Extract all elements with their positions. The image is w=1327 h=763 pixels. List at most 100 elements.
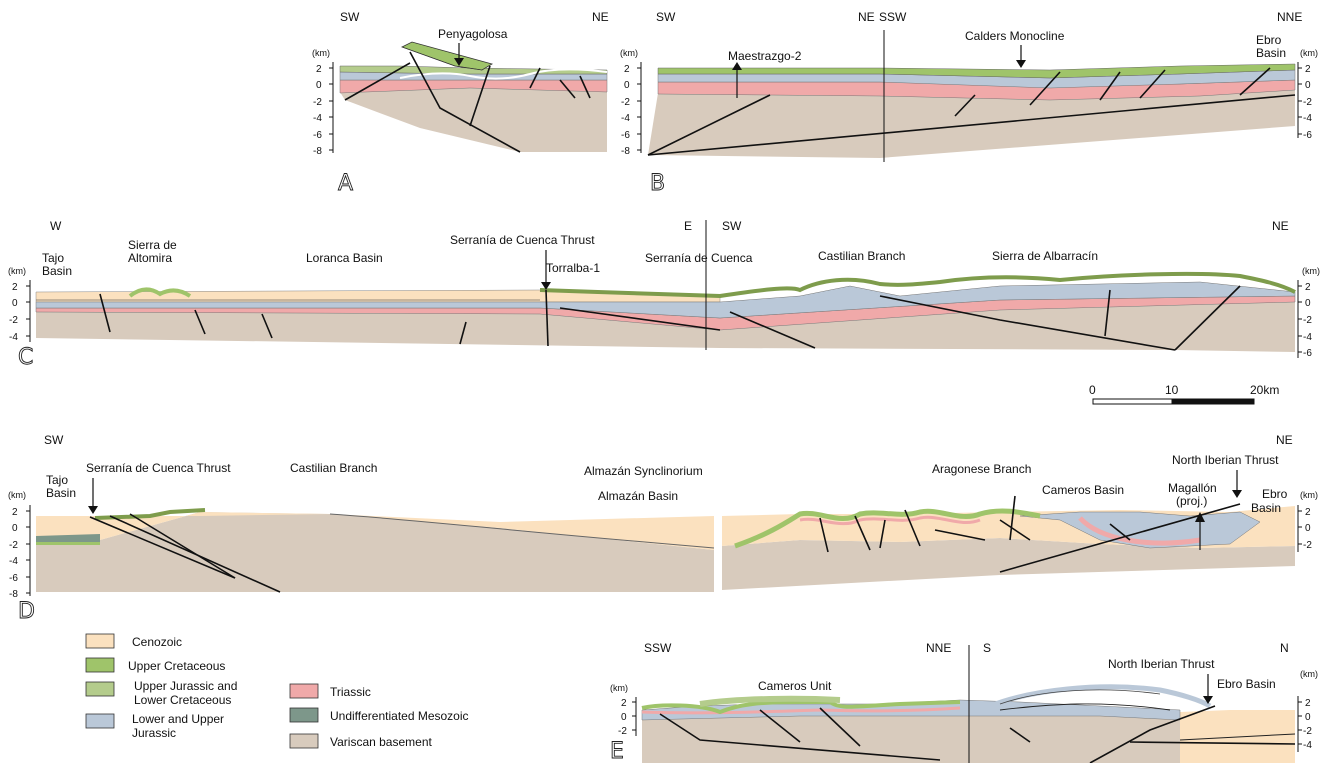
ebro-b-label-1: Ebro (1256, 33, 1282, 47)
cameros-unit-label: Cameros Unit (758, 679, 832, 693)
section-a-panel-label: A (338, 171, 353, 196)
tick-label: -6 (1303, 130, 1312, 141)
section-e-panel-label: E (610, 739, 624, 763)
section-e-right-direction: N (1280, 641, 1289, 655)
section-a-left-direction: SW (340, 10, 360, 24)
scale-0: 0 (1089, 383, 1096, 397)
magallon-label-1: Magallón (1168, 481, 1217, 495)
section-c-km-unit-right: (km) (1302, 266, 1320, 276)
castilian-c-label: Castilian Branch (818, 249, 905, 263)
tick-label: -2 (9, 315, 18, 326)
tick-label: -8 (313, 146, 322, 157)
section-e-cretaceous (641, 700, 961, 715)
cuenca-thrust-d-arrowhead (88, 506, 98, 514)
cuenca-thrust-c-arrowhead (541, 282, 551, 290)
section-c-depth-axis-right: 2 0 -2 -4 -6 (1297, 280, 1312, 359)
section-c-jurassic (35, 281, 1296, 319)
section-c-mid-right-direction: SW (722, 219, 742, 233)
section-c: W E SW NE (km) (km) 2 0 -2 -4 2 0 -2 -4 (8, 219, 1320, 370)
cuenca-thrust-c-label: Serranía de Cuenca Thrust (450, 233, 595, 247)
section-d-left-faults (89, 513, 281, 593)
tick-label: 2 (621, 698, 627, 709)
tick-label: 2 (1305, 64, 1311, 75)
section-d-left-basement (36, 512, 714, 592)
legend-swatch-triassic (289, 683, 319, 699)
section-d-left-green-band (36, 542, 100, 545)
tick-label: 2 (1305, 282, 1311, 293)
tick-label: -4 (9, 556, 18, 567)
north-iberian-e-arrowhead (1203, 696, 1213, 704)
tick-label: 2 (1305, 507, 1311, 518)
tick-label: -2 (1303, 97, 1312, 108)
section-c-basement (36, 302, 1295, 352)
section-b-depth-axis-left: 2 0 -2 -4 -6 -8 (621, 62, 642, 157)
section-a-penyagolosa-block (400, 41, 494, 71)
section-d: SW NE (km) (km) 2 0 -2 -4 -6 -8 2 0 -2 (8, 433, 1318, 624)
tick-label: 0 (624, 80, 630, 91)
cuenca-thrust-d-label: Serranía de Cuenca Thrust (86, 461, 231, 475)
legend-ujlc-line1: Upper Jurassic and (134, 679, 237, 693)
section-c-faults (99, 285, 1241, 351)
north-iberian-d-label: North Iberian Thrust (1172, 453, 1279, 467)
legend-triassic: Triassic (330, 685, 371, 699)
legend-swatch-cenozoic (85, 633, 115, 649)
legend: Cenozoic Upper Cretaceous Upper Jurassic… (85, 633, 469, 749)
cameros-basin-label: Cameros Basin (1042, 483, 1124, 497)
maestrazgo-label: Maestrazgo-2 (728, 49, 802, 63)
tick-label: -4 (9, 332, 18, 343)
tick-label: 0 (1305, 712, 1311, 723)
section-e-basement (642, 716, 1180, 763)
section-c-km-unit-left: (km) (8, 266, 26, 276)
tick-label: -2 (1303, 315, 1312, 326)
legend-luj-line1: Lower and Upper (132, 712, 224, 726)
legend-swatch-lower-upper-jurassic (85, 713, 115, 729)
section-d-panel-label: D (18, 599, 35, 624)
legend-ujlc-line2: Lower Cretaceous (134, 693, 231, 707)
tick-label: -2 (621, 97, 630, 108)
tick-label: -6 (9, 573, 18, 584)
legend-swatch-upper-jurassic-lower-cretaceous (85, 681, 115, 697)
section-b-km-unit-right: (km) (1300, 48, 1318, 58)
tajo-c-label-2: Basin (42, 264, 72, 278)
legend-upper-cretaceous: Upper Cretaceous (128, 659, 225, 673)
tick-label: 0 (1305, 80, 1311, 91)
section-a-depth-axis: 2 0 -2 -4 -6 -8 (313, 62, 334, 157)
section-b-mid-right-direction: SSW (879, 10, 907, 24)
tick-label: -2 (9, 540, 18, 551)
altomira-label-1: Sierra de (128, 238, 177, 252)
tick-label: -8 (9, 589, 18, 600)
section-d-km-unit-left: (km) (8, 490, 26, 500)
tick-label: -2 (1303, 540, 1312, 551)
section-c-right-direction: NE (1272, 219, 1289, 233)
section-c-panel-label: C (18, 345, 33, 370)
tick-label: 0 (12, 298, 18, 309)
section-c-left-direction: W (50, 219, 62, 233)
section-c-cretaceous-band (539, 271, 1296, 299)
calders-label: Calders Monocline (965, 29, 1065, 43)
tick-label: 0 (1305, 298, 1311, 309)
section-b-mid-left-direction: NE (858, 10, 875, 24)
section-d-gap (715, 505, 721, 597)
legend-cenozoic: Cenozoic (132, 635, 182, 649)
tick-label: -6 (621, 130, 630, 141)
section-c-mid-left-direction: E (684, 219, 692, 233)
loranca-label: Loranca Basin (306, 251, 383, 265)
section-e-mid-right-direction: S (983, 641, 991, 655)
tick-label: -2 (1303, 726, 1312, 737)
section-d-right-cretaceous (734, 508, 1041, 549)
section-e-km-unit-right: (km) (1300, 669, 1318, 679)
section-a-faults (344, 51, 591, 153)
legend-undiff-mesozoic: Undifferentiated Mesozoic (330, 709, 469, 723)
altomira-label-2: Altomira (128, 251, 172, 265)
tick-label: 2 (1305, 698, 1311, 709)
maestrazgo-arrowhead (732, 62, 742, 70)
section-a-right-direction: NE (592, 10, 609, 24)
legend-swatch-upper-cretaceous (85, 657, 115, 673)
tajo-d-label-2: Basin (46, 486, 76, 500)
legend-variscan: Variscan basement (330, 735, 432, 749)
section-b-panel-label: B (650, 171, 665, 196)
section-b-cretaceous (657, 63, 1296, 79)
calders-arrowhead (1016, 60, 1026, 68)
section-d-right-faults (819, 495, 1241, 573)
almazan-synclinorium-label: Almazán Synclinorium (584, 464, 703, 478)
